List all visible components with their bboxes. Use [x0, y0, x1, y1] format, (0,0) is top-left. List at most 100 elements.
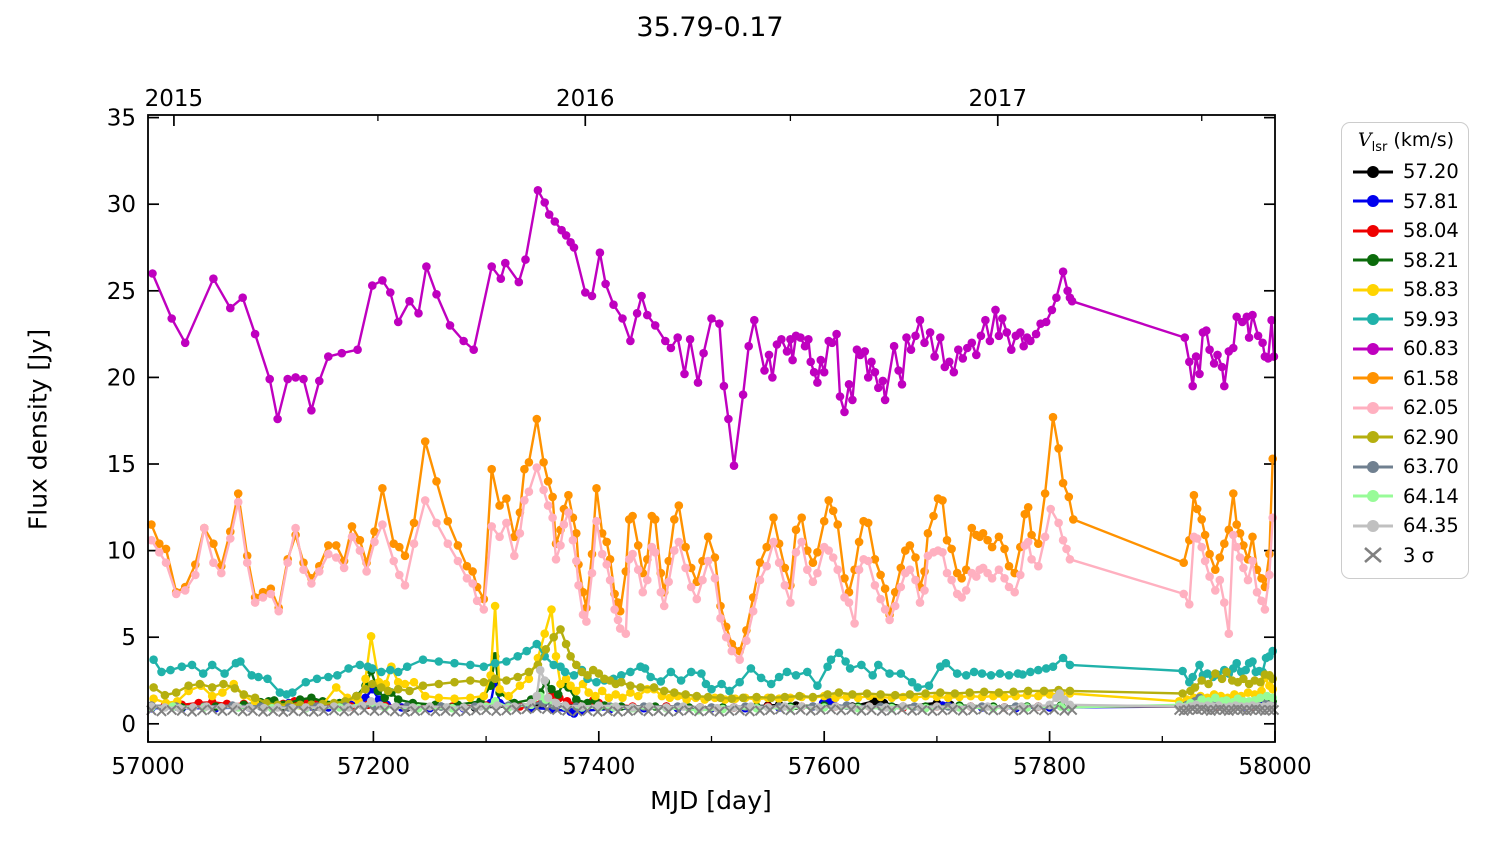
y-tick-label: 15: [107, 452, 136, 478]
series-marker-59.93: [532, 639, 542, 649]
series-marker-60.83: [632, 309, 642, 318]
sigma-cross-marker: [217, 705, 228, 717]
series-marker-60.83: [307, 406, 316, 415]
series-marker-62.05: [1257, 596, 1266, 606]
sigma-cross-marker: [460, 705, 472, 717]
series-marker-62.05: [468, 579, 477, 588]
series-marker-60.83: [496, 274, 506, 284]
series-marker-62.05: [453, 556, 463, 566]
series-marker-60.83: [806, 357, 815, 367]
series-marker-59.93: [592, 677, 601, 687]
series-marker-59.93: [1004, 671, 1014, 680]
series-marker-59.93: [502, 657, 511, 666]
series-marker-59.93: [995, 669, 1005, 678]
series-marker-58.83: [400, 679, 410, 689]
sigma-cross-marker: [703, 705, 715, 717]
series-marker-64.35: [551, 698, 561, 708]
series-marker-62.05: [1252, 587, 1262, 597]
series-marker-62.05: [1010, 587, 1019, 597]
series-marker-62.05: [643, 575, 652, 585]
series-marker-62.05: [472, 596, 482, 606]
series-marker-59.93: [1065, 660, 1075, 670]
series-marker-58.83: [450, 694, 459, 703]
series-marker-61.58: [572, 529, 581, 538]
line-marker-icon: [1353, 195, 1393, 208]
series-marker-61.58: [331, 541, 341, 550]
series-marker-62.05: [870, 581, 880, 590]
series-marker-62.05: [621, 629, 631, 638]
series-marker-62.90: [921, 689, 930, 698]
sigma-cross-marker: [602, 705, 614, 717]
series-marker-61.58: [840, 574, 849, 583]
sigma-cross-marker: [977, 703, 989, 715]
sigma-cross-marker: [369, 705, 380, 717]
series-marker-60.83: [685, 335, 695, 344]
series-marker-62.05: [1027, 555, 1036, 564]
series-marker-61.58: [863, 518, 873, 528]
legend-item-62.05: 62.05: [1352, 393, 1460, 423]
sigma-cross-marker: [815, 704, 827, 716]
sigma-cross-marker: [927, 705, 938, 717]
series-marker-61.58: [1048, 412, 1058, 422]
series-marker-58.83: [551, 652, 561, 661]
series-marker-59.93: [312, 674, 322, 684]
series-marker-62.05: [1185, 600, 1194, 609]
series-marker-61.58: [502, 494, 511, 503]
series-marker-60.83: [148, 269, 157, 278]
series-marker-59.93: [1058, 653, 1068, 663]
series-marker-61.58: [602, 537, 611, 547]
series-marker-62.05: [698, 575, 707, 585]
series-marker-62.90: [823, 690, 832, 699]
series-marker-62.90: [377, 683, 386, 692]
legend-title: Vlsr (km/s): [1352, 129, 1460, 155]
y-tick-label: 35: [107, 106, 136, 132]
series-marker-60.83: [1067, 296, 1077, 306]
series-marker-59.93: [701, 679, 711, 689]
series-marker-62.05: [1004, 582, 1014, 592]
series-marker-60.83: [760, 366, 769, 375]
series-marker-60.83: [796, 333, 805, 342]
sigma-cross-marker: [612, 706, 624, 718]
sigma-cross-marker: [328, 704, 340, 716]
series-marker-60.83: [764, 350, 774, 360]
series-marker-59.93: [774, 672, 784, 682]
series-marker-62.05: [613, 615, 623, 625]
sigma-cross-marker: [693, 705, 705, 717]
series-marker-59.93: [1241, 665, 1250, 675]
series-marker-64.14: [1256, 693, 1265, 703]
series-marker-60.83: [1047, 305, 1057, 315]
series-marker-62.05: [735, 655, 744, 664]
series-marker-61.58: [564, 490, 573, 500]
series-marker-59.93: [834, 648, 844, 658]
x-tick-label: 57000: [111, 754, 184, 780]
series-marker-62.05: [378, 520, 387, 529]
series-marker-61.58: [462, 561, 472, 571]
series-marker-64.35: [540, 676, 549, 685]
series-marker-62.05: [692, 594, 702, 604]
series-marker-62.05: [1179, 589, 1188, 599]
series-marker-59.93: [1018, 670, 1027, 679]
series-marker-59.93: [434, 657, 444, 666]
series-marker-62.90: [780, 692, 790, 702]
series-marker-60.83: [544, 210, 554, 219]
series-marker-61.58: [681, 542, 690, 552]
series-marker-60.83: [777, 335, 786, 344]
series-marker-59.93: [646, 672, 655, 682]
series-marker-62.05: [299, 565, 308, 574]
sigma-cross-marker: [845, 704, 857, 715]
series-marker-62.05: [1239, 563, 1248, 573]
series-marker-62.05: [703, 556, 713, 566]
series-marker-62.90: [738, 693, 748, 703]
series-marker-62.05: [686, 582, 696, 592]
series-marker-60.83: [832, 329, 841, 339]
series-marker-59.93: [707, 684, 716, 694]
legend-item-label: 64.35: [1403, 514, 1459, 538]
series-marker-62.90: [1065, 686, 1075, 696]
series-marker-60.83: [889, 341, 899, 351]
series-marker-60.83: [540, 198, 549, 207]
series-marker-61.58: [1069, 515, 1078, 524]
series-marker-64.14: [1197, 695, 1206, 704]
series-marker-60.83: [958, 354, 968, 363]
series-marker-60.83: [445, 321, 455, 330]
